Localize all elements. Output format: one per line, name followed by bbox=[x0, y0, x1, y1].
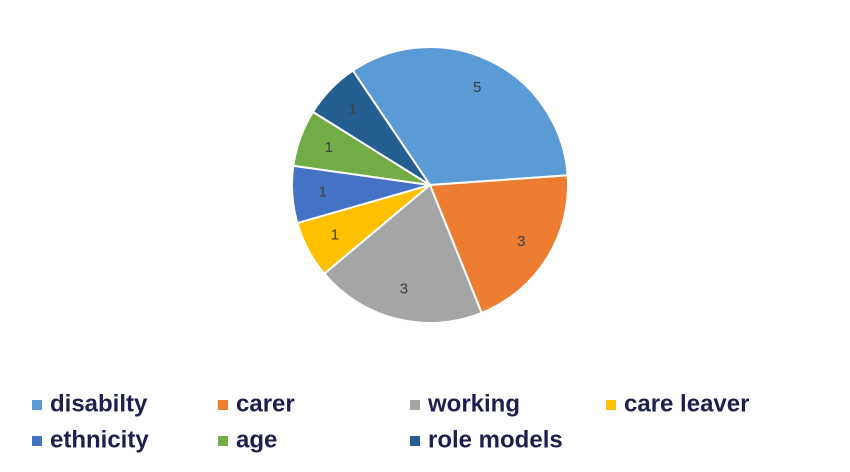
legend-marker bbox=[218, 400, 228, 410]
data-label: 3 bbox=[517, 233, 525, 250]
pie-slice bbox=[311, 69, 431, 186]
legend-label: care leaver bbox=[624, 390, 749, 417]
legend-label: disabilty bbox=[50, 390, 148, 417]
pie-slice bbox=[322, 183, 483, 324]
legend-label: carer bbox=[236, 390, 295, 417]
legend-label: age bbox=[236, 426, 277, 453]
legend-label: ethnicity bbox=[50, 426, 149, 453]
legend-marker bbox=[606, 400, 616, 410]
data-label: 1 bbox=[325, 139, 333, 156]
data-label: 3 bbox=[400, 280, 408, 297]
data-label: 1 bbox=[331, 227, 339, 244]
legend-marker bbox=[32, 400, 42, 410]
pie-slice bbox=[428, 174, 569, 315]
pie-slice bbox=[351, 46, 569, 187]
legend-marker bbox=[410, 400, 420, 410]
data-label: 1 bbox=[318, 183, 326, 200]
legend-marker bbox=[218, 436, 228, 446]
legend-marker bbox=[32, 436, 42, 446]
legend-label: role models bbox=[428, 426, 563, 453]
legend-label: working bbox=[427, 390, 520, 417]
data-label: 5 bbox=[473, 79, 481, 96]
legend-marker bbox=[410, 436, 420, 446]
data-label: 1 bbox=[348, 101, 356, 118]
